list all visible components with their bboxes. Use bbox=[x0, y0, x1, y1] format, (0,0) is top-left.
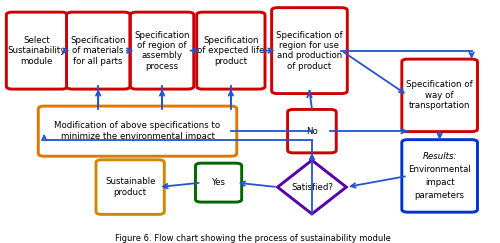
Text: Figure 6. Flow chart showing the process of sustainability module: Figure 6. Flow chart showing the process… bbox=[115, 234, 391, 243]
Text: Satisfied?: Satisfied? bbox=[291, 182, 333, 191]
Text: Environmental: Environmental bbox=[408, 165, 471, 174]
Text: No: No bbox=[306, 127, 318, 136]
FancyBboxPatch shape bbox=[96, 160, 164, 214]
Text: Specification
of materials
for all parts: Specification of materials for all parts bbox=[70, 36, 126, 66]
FancyBboxPatch shape bbox=[272, 8, 347, 94]
FancyBboxPatch shape bbox=[6, 12, 68, 89]
Text: Select
Sustainability
module: Select Sustainability module bbox=[8, 36, 66, 66]
Text: parameters: parameters bbox=[414, 191, 465, 200]
Text: Specification
of region of
assembly
process: Specification of region of assembly proc… bbox=[134, 31, 190, 71]
Text: Sustainable
product: Sustainable product bbox=[105, 177, 156, 197]
Text: Specification
of expected life
product: Specification of expected life product bbox=[197, 36, 264, 66]
FancyBboxPatch shape bbox=[288, 109, 336, 153]
Text: Modification of above specifications to
minimize the environmental impact: Modification of above specifications to … bbox=[54, 122, 220, 141]
FancyBboxPatch shape bbox=[402, 59, 477, 132]
Text: Results:: Results: bbox=[422, 151, 457, 161]
Text: Specification of
way of
transportation: Specification of way of transportation bbox=[406, 80, 473, 110]
FancyBboxPatch shape bbox=[196, 163, 242, 202]
Text: Specification of
region for use
and production
of product: Specification of region for use and prod… bbox=[276, 31, 343, 71]
FancyBboxPatch shape bbox=[38, 106, 237, 156]
FancyBboxPatch shape bbox=[196, 12, 265, 89]
FancyBboxPatch shape bbox=[402, 140, 477, 212]
Text: impact: impact bbox=[425, 178, 454, 187]
Polygon shape bbox=[278, 160, 346, 214]
Text: Yes: Yes bbox=[212, 178, 226, 187]
FancyBboxPatch shape bbox=[130, 12, 194, 89]
FancyBboxPatch shape bbox=[66, 12, 130, 89]
